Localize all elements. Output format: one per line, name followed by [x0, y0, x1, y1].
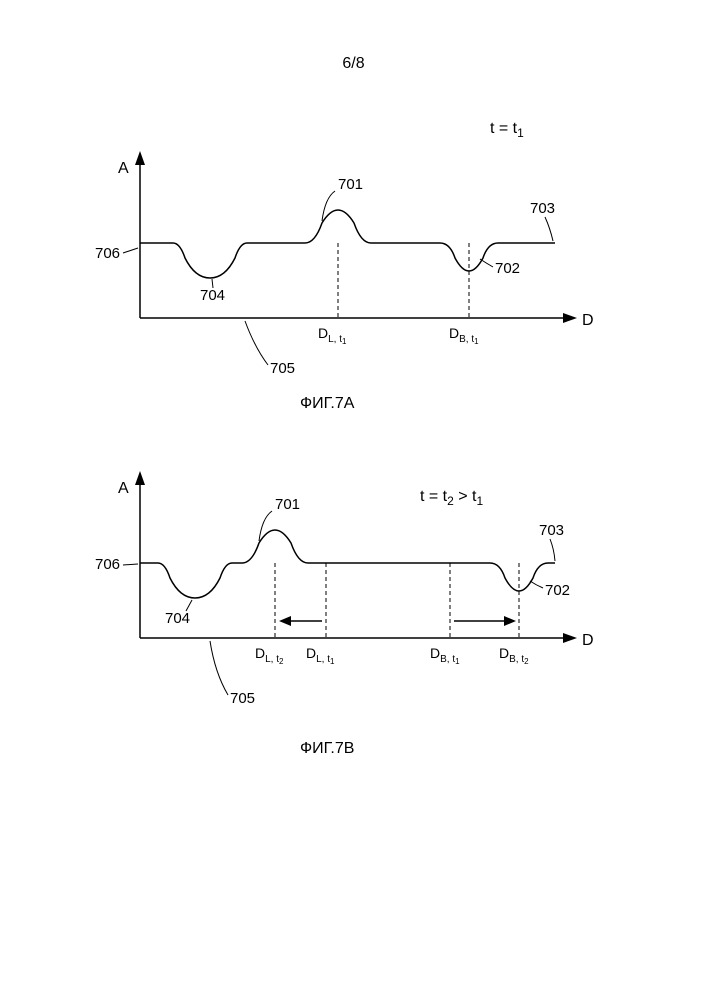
leader-703-b [550, 539, 555, 561]
ref-703-b: 703 [539, 522, 564, 539]
figure-7b: t = t2 > t1 A D DL, t2 DL, t1 DB, t1 DB,… [0, 423, 707, 823]
x-tick-dl-a: DL, t1 [318, 325, 347, 346]
leader-705-a [245, 321, 268, 365]
ref-705-b: 705 [230, 690, 255, 707]
leader-706-b [123, 564, 138, 565]
ref-704-a: 704 [200, 287, 225, 304]
y-axis-arrow-a [135, 151, 145, 165]
arrow-right-head-b [504, 616, 516, 626]
leader-702-b [530, 581, 543, 588]
time-label-a: t = t1 [490, 120, 524, 140]
ref-706-a: 706 [95, 245, 120, 262]
ref-705-a: 705 [270, 360, 295, 377]
x-tick-dlt1-b: DL, t1 [306, 645, 335, 666]
ref-706-b: 706 [95, 556, 120, 573]
leader-701-a [322, 191, 335, 221]
ref-704-b: 704 [165, 610, 190, 627]
caption-a: ФИГ.7A [300, 395, 355, 412]
leader-703-a [545, 217, 553, 241]
ref-701-b: 701 [275, 496, 300, 513]
ref-702-b: 702 [545, 582, 570, 599]
x-axis-arrow-a [563, 313, 577, 323]
ref-703-a: 703 [530, 200, 555, 217]
x-tick-db-a: DB, t1 [449, 325, 479, 346]
figure-7a: t = t1 A D DL, t1 DB, t1 701 703 702 704… [0, 73, 707, 423]
ref-701-a: 701 [338, 176, 363, 193]
x-axis-label-b: D [582, 632, 594, 649]
x-tick-dlt2-b: DL, t2 [255, 645, 284, 666]
x-tick-dbt1-b: DB, t1 [430, 645, 460, 666]
arrow-left-head-b [279, 616, 291, 626]
leader-706-a [123, 248, 138, 253]
time-label-b: t = t2 > t1 [420, 488, 484, 508]
leader-702-a [480, 259, 493, 267]
ref-702-a: 702 [495, 260, 520, 277]
x-axis-label-a: D [582, 312, 594, 329]
y-axis-label-a: A [118, 160, 129, 177]
leader-705-b [210, 641, 228, 695]
caption-b: ФИГ.7B [300, 740, 354, 757]
page-number: 6/8 [0, 0, 707, 73]
leader-701-b [259, 511, 272, 541]
y-axis-arrow-b [135, 471, 145, 485]
waveform-b [140, 530, 555, 598]
x-tick-dbt2-b: DB, t2 [499, 645, 529, 666]
waveform-a [140, 210, 555, 278]
y-axis-label-b: A [118, 480, 129, 497]
x-axis-arrow-b [563, 633, 577, 643]
